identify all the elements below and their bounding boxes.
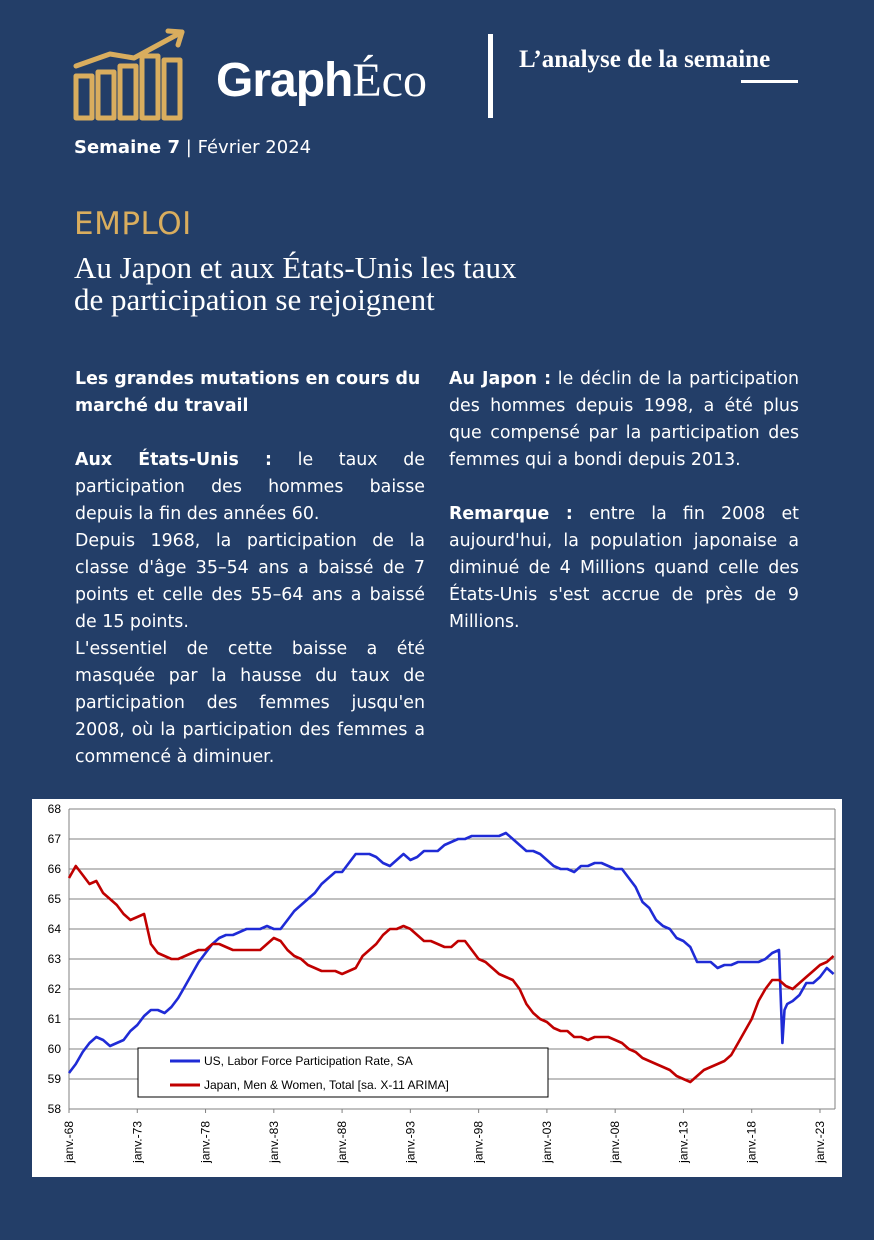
series-line-japan [67,864,835,1084]
bar-chart-trend-icon [73,28,185,121]
article-title-line-2: de participation se rejoignent [74,282,435,317]
x-tick-label: janv.-73 [130,1121,144,1164]
header-divider [488,34,493,118]
article-title-line-1: Au Japon et aux États-Unis les taux [74,250,517,285]
y-tick-label: 61 [48,1012,62,1026]
y-tick-label: 62 [48,982,62,996]
us-text-2: Depuis 1968, la participation de la clas… [75,531,425,632]
series-line-us [67,831,835,1074]
y-tick-labels: 58 59 60 61 62 63 64 65 66 67 68 [48,802,62,1116]
brand-graph: Graph [216,54,353,107]
y-tick-label: 63 [48,952,62,966]
chart-legend: US, Labor Force Participation Rate, SA Ja… [137,1047,549,1098]
note-text: entre la fin 2008 et aujourd'hui, la pop… [449,504,799,632]
y-tick-label: 59 [48,1072,62,1086]
y-tick-label: 65 [48,892,62,906]
y-tick-label: 66 [48,862,62,876]
y-tick-label: 67 [48,832,62,846]
x-tick-label: janv.-18 [745,1121,759,1164]
article-column-left: Les grandes mutations en cours du marché… [75,366,425,771]
brand-logotype: GraphÉco [216,52,427,109]
x-tick-label: janv.-88 [335,1121,349,1164]
x-tick-labels: janv.-68 janv.-73 janv.-78 janv.-83 janv.-88… [62,1121,827,1164]
chart-panel: 58 59 60 61 62 63 64 65 66 67 68 janv.-68 janv.-73 j… [32,799,842,1177]
x-tick-label: janv.-83 [267,1121,281,1164]
article-subtitle: Les grandes mutations en cours du marché… [75,369,421,416]
jp-label: Au Japon : [449,369,552,389]
tagline-underline [741,80,798,83]
issue-date: Février 2024 [197,137,312,158]
x-tick-label: janv.-08 [608,1121,622,1164]
article-column-right: Au Japon : le déclin de la participation… [449,366,799,636]
y-tick-label: 60 [48,1042,62,1056]
jp-text: le déclin de la participation des hommes… [449,369,799,470]
y-tick-label: 58 [48,1102,62,1116]
y-tick-label: 64 [48,922,62,936]
x-tick-label: janv.-03 [540,1121,554,1164]
chart-series [67,831,835,1084]
x-tick-label: janv.-68 [62,1121,76,1164]
us-label: Aux États-Unis : [75,450,272,470]
us-text-3: L'essentiel de cette baisse a été masqué… [75,639,425,767]
legend-label: Japan, Men & Women, Total [sa. X-11 ARIM… [204,1078,449,1092]
issue-week: Semaine 7 [74,137,181,158]
note-label: Remarque : [449,504,573,524]
legend-label: US, Labor Force Participation Rate, SA [204,1054,413,1068]
legend-box [137,1047,549,1098]
issue-separator: | [185,137,192,158]
brand-eco: Éco [352,54,427,107]
x-tick-label: janv.-13 [676,1121,690,1164]
tagline: L’analyse de la semaine [519,46,771,73]
chart-gridlines [68,808,836,1113]
x-tick-label: janv.-78 [199,1121,213,1164]
section-label: EMPLOI [74,206,192,242]
article-title: Au Japon et aux États-Unis les taux de pa… [74,252,634,316]
us-text-1: le taux de participation des hommes bais… [75,450,425,524]
x-tick-label: janv.-23 [813,1121,827,1164]
x-tick-label: janv.-98 [472,1121,486,1164]
x-tick-label: janv.-93 [403,1121,417,1164]
y-tick-label: 68 [48,802,62,816]
issue-line: Semaine 7 | Février 2024 [74,136,311,160]
